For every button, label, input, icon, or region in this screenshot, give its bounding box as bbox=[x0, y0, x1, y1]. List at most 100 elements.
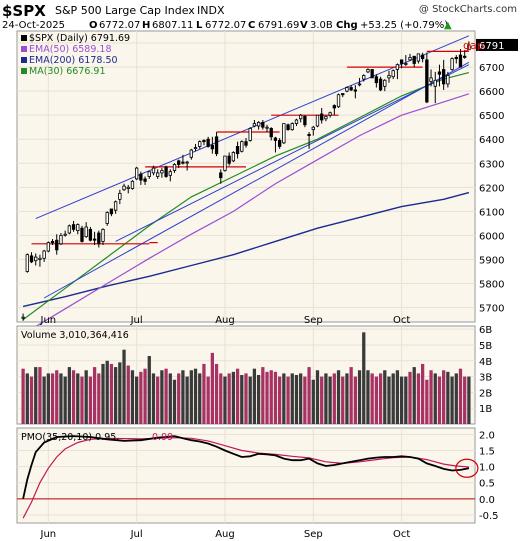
volume-bar bbox=[122, 349, 126, 424]
month-label: Oct bbox=[393, 529, 410, 540]
candle-body bbox=[391, 70, 395, 78]
volume-bar bbox=[244, 373, 248, 424]
month-label: Jul bbox=[130, 529, 143, 540]
volume-bar bbox=[248, 376, 252, 424]
candle-body bbox=[223, 155, 227, 171]
candle-body bbox=[282, 123, 286, 144]
candle-body bbox=[38, 257, 42, 260]
candle-body bbox=[269, 128, 273, 138]
price-tick-label: 5700 bbox=[479, 304, 504, 315]
volume-bar bbox=[240, 375, 244, 424]
volume-tick-label: 4B bbox=[479, 357, 492, 368]
volume-bar bbox=[294, 375, 299, 424]
volume-bar bbox=[38, 367, 42, 424]
volume-bar bbox=[76, 373, 80, 424]
channel-inner-line bbox=[115, 64, 470, 242]
up-arrow-icon: ▲ bbox=[444, 20, 452, 31]
volume-bar bbox=[223, 376, 227, 424]
candle-body bbox=[412, 55, 416, 64]
legend-swatch bbox=[21, 57, 27, 63]
volume-bar bbox=[450, 376, 454, 424]
high-value: 6807.11 bbox=[152, 20, 193, 31]
month-label: Sep bbox=[304, 529, 323, 540]
candle-body bbox=[324, 115, 328, 120]
candle-body bbox=[202, 140, 206, 143]
candle-body bbox=[425, 59, 429, 103]
last-price-marker bbox=[476, 38, 518, 51]
candle-body bbox=[130, 180, 135, 189]
legend-swatch bbox=[21, 46, 27, 52]
volume-bar bbox=[143, 368, 147, 424]
chart-header: $SPX S&P 500 Large Cap Index INDX @ Stoc… bbox=[2, 2, 517, 31]
volume-bar bbox=[328, 376, 332, 424]
candle-body bbox=[277, 140, 282, 147]
ema50-line bbox=[22, 93, 470, 335]
volume-bar bbox=[139, 371, 143, 424]
legend-swatch bbox=[21, 35, 27, 41]
month-label: Jul bbox=[130, 315, 143, 326]
volume-tick-label: 6B bbox=[479, 325, 492, 336]
candle-body bbox=[92, 238, 97, 241]
legend-entry: $SPX (Daily) 6791.69 bbox=[29, 33, 130, 44]
volume-bar bbox=[202, 363, 206, 424]
candle-body bbox=[181, 161, 185, 164]
volume-bar bbox=[442, 370, 446, 424]
volume-bar bbox=[80, 376, 84, 424]
volume-bar bbox=[416, 373, 421, 424]
month-label: Aug bbox=[215, 529, 235, 540]
candle-body bbox=[160, 170, 164, 174]
price-tick-label: 6000 bbox=[479, 231, 504, 242]
volume-bar bbox=[113, 367, 118, 424]
volume-bar bbox=[303, 376, 307, 424]
volume-bar bbox=[404, 376, 408, 424]
candle-body bbox=[395, 64, 400, 70]
candle-body bbox=[437, 71, 442, 75]
volume-bar bbox=[160, 370, 164, 424]
high-label: H bbox=[142, 20, 150, 31]
volume-bar bbox=[399, 376, 404, 424]
candle-body bbox=[63, 233, 67, 236]
candle-body bbox=[193, 147, 198, 150]
candle-body bbox=[442, 69, 446, 85]
candle-body bbox=[244, 141, 248, 146]
candle-body bbox=[189, 149, 193, 158]
volume-bar bbox=[437, 376, 442, 424]
volume-bar bbox=[206, 376, 210, 424]
candle-body bbox=[294, 119, 299, 124]
pmo-tick-label: 0.0 bbox=[479, 495, 495, 506]
volume-bar bbox=[391, 373, 395, 424]
volume-bar bbox=[71, 370, 76, 424]
candle-body bbox=[252, 123, 257, 127]
candle-body bbox=[387, 75, 391, 79]
change-value: +53.25 (+0.79%) bbox=[360, 20, 448, 31]
candle-body bbox=[332, 105, 336, 109]
candle-body bbox=[341, 93, 345, 96]
volume-bar bbox=[198, 373, 202, 424]
volume-bar bbox=[446, 371, 450, 424]
volume-bar bbox=[147, 356, 151, 424]
volume-bar bbox=[320, 376, 324, 424]
candle-body bbox=[374, 76, 379, 84]
price-tick-label: 6700 bbox=[479, 63, 504, 74]
volume-bar bbox=[50, 373, 55, 424]
volume-bar bbox=[151, 373, 156, 424]
symbol: $SPX bbox=[2, 2, 46, 20]
candle-body bbox=[416, 53, 421, 62]
volume-bar bbox=[273, 371, 278, 424]
volume-bar bbox=[193, 368, 198, 424]
candle-body bbox=[139, 173, 143, 181]
volume-bar bbox=[370, 373, 374, 424]
volume-bar bbox=[467, 376, 471, 424]
candle-body bbox=[370, 69, 374, 79]
volume-bar bbox=[92, 367, 97, 424]
candle-body bbox=[429, 77, 433, 82]
candle-body bbox=[185, 161, 189, 164]
candle-body bbox=[446, 75, 450, 85]
candle-body bbox=[320, 113, 324, 121]
volume-bar bbox=[458, 368, 463, 424]
exchange: INDX bbox=[197, 4, 225, 17]
gap-annotation: gap bbox=[463, 39, 484, 52]
volume-bar bbox=[172, 379, 177, 424]
legend-swatch bbox=[21, 68, 27, 74]
